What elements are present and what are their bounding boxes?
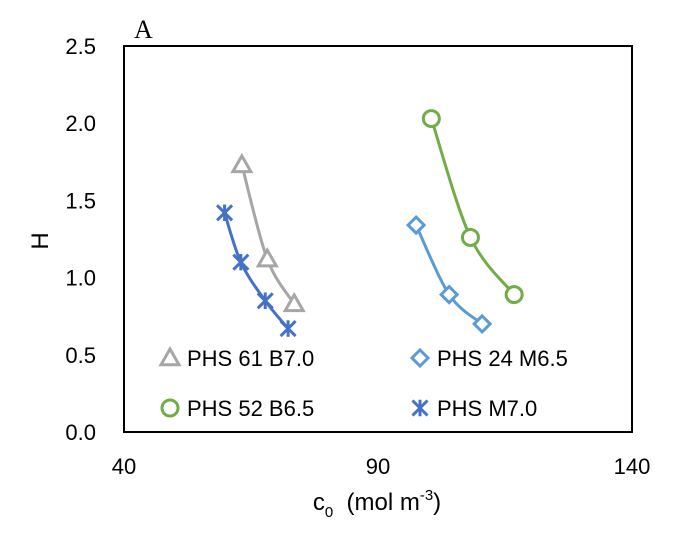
series-0-curve (240, 164, 296, 305)
y-tick-label-2: 1.0 (65, 266, 96, 291)
series-0-point-0 (230, 152, 254, 174)
legend-marker-3 (411, 399, 429, 417)
y-tick-label-1: 0.5 (65, 343, 96, 368)
series-0-point-2 (282, 291, 306, 313)
legend-label-3: PHS M7.0 (437, 396, 537, 421)
series-3-point-3 (279, 319, 297, 338)
x-tick-label-1: 90 (366, 454, 390, 479)
data-points (216, 109, 524, 338)
legend-item-3: PHS M7.0 (411, 396, 537, 421)
x-axis-label-units-close: ) (433, 489, 441, 516)
series-3-point-0 (216, 204, 234, 222)
plot-frame (123, 45, 633, 433)
x-axis-label-subscript: 0 (325, 504, 333, 521)
series-3-point-1 (232, 253, 250, 271)
x-tick-label-2: 140 (614, 454, 651, 479)
series-0-point-1 (255, 247, 279, 268)
series-1-point-1 (438, 284, 460, 305)
legend-label-1: PHS 24 M6.5 (437, 346, 568, 371)
y-tick-labels: 0.0 0.5 1.0 1.5 2.0 2.5 (65, 34, 96, 445)
legend-label-0: PHS 61 B7.0 (187, 346, 314, 371)
legend: PHS 61 B7.0 PHS 24 M6.5 PHS 52 B6.5 PHS M7.… (158, 345, 568, 421)
x-axis-label: c0 (mol m-3) (313, 487, 441, 521)
legend-item-0: PHS 61 B7.0 (158, 345, 314, 371)
series-2-point-1 (460, 227, 480, 247)
series-2-point-0 (421, 109, 441, 129)
series-1-point-0 (405, 214, 427, 236)
legend-marker-0 (158, 345, 182, 367)
legend-marker-2 (160, 398, 180, 418)
x-tick-label-0: 40 (112, 454, 136, 479)
panel-label: A (134, 15, 153, 44)
x-axis-label-main: c (313, 489, 325, 516)
legend-item-2: PHS 52 B6.5 (160, 396, 314, 421)
y-tick-label-0: 0.0 (65, 420, 96, 445)
series-1-point-2 (472, 313, 493, 335)
legend-label-2: PHS 52 B6.5 (187, 396, 314, 421)
y-tick-label-4: 2.0 (65, 111, 96, 136)
series-2-curve (429, 118, 516, 296)
x-axis-label-units: (mol m (333, 489, 420, 516)
y-tick-label-5: 2.5 (65, 34, 96, 59)
x-tick-labels: 40 90 140 (112, 454, 651, 479)
x-axis-label-superscript: -3 (420, 487, 433, 504)
legend-marker-1 (409, 347, 431, 369)
series-3-curve (223, 212, 290, 330)
legend-item-1: PHS 24 M6.5 (409, 346, 568, 371)
y-axis-label: H (27, 232, 54, 249)
y-tick-label-3: 1.5 (65, 188, 96, 213)
series-3-point-2 (256, 292, 274, 310)
series-2-point-2 (504, 285, 524, 305)
